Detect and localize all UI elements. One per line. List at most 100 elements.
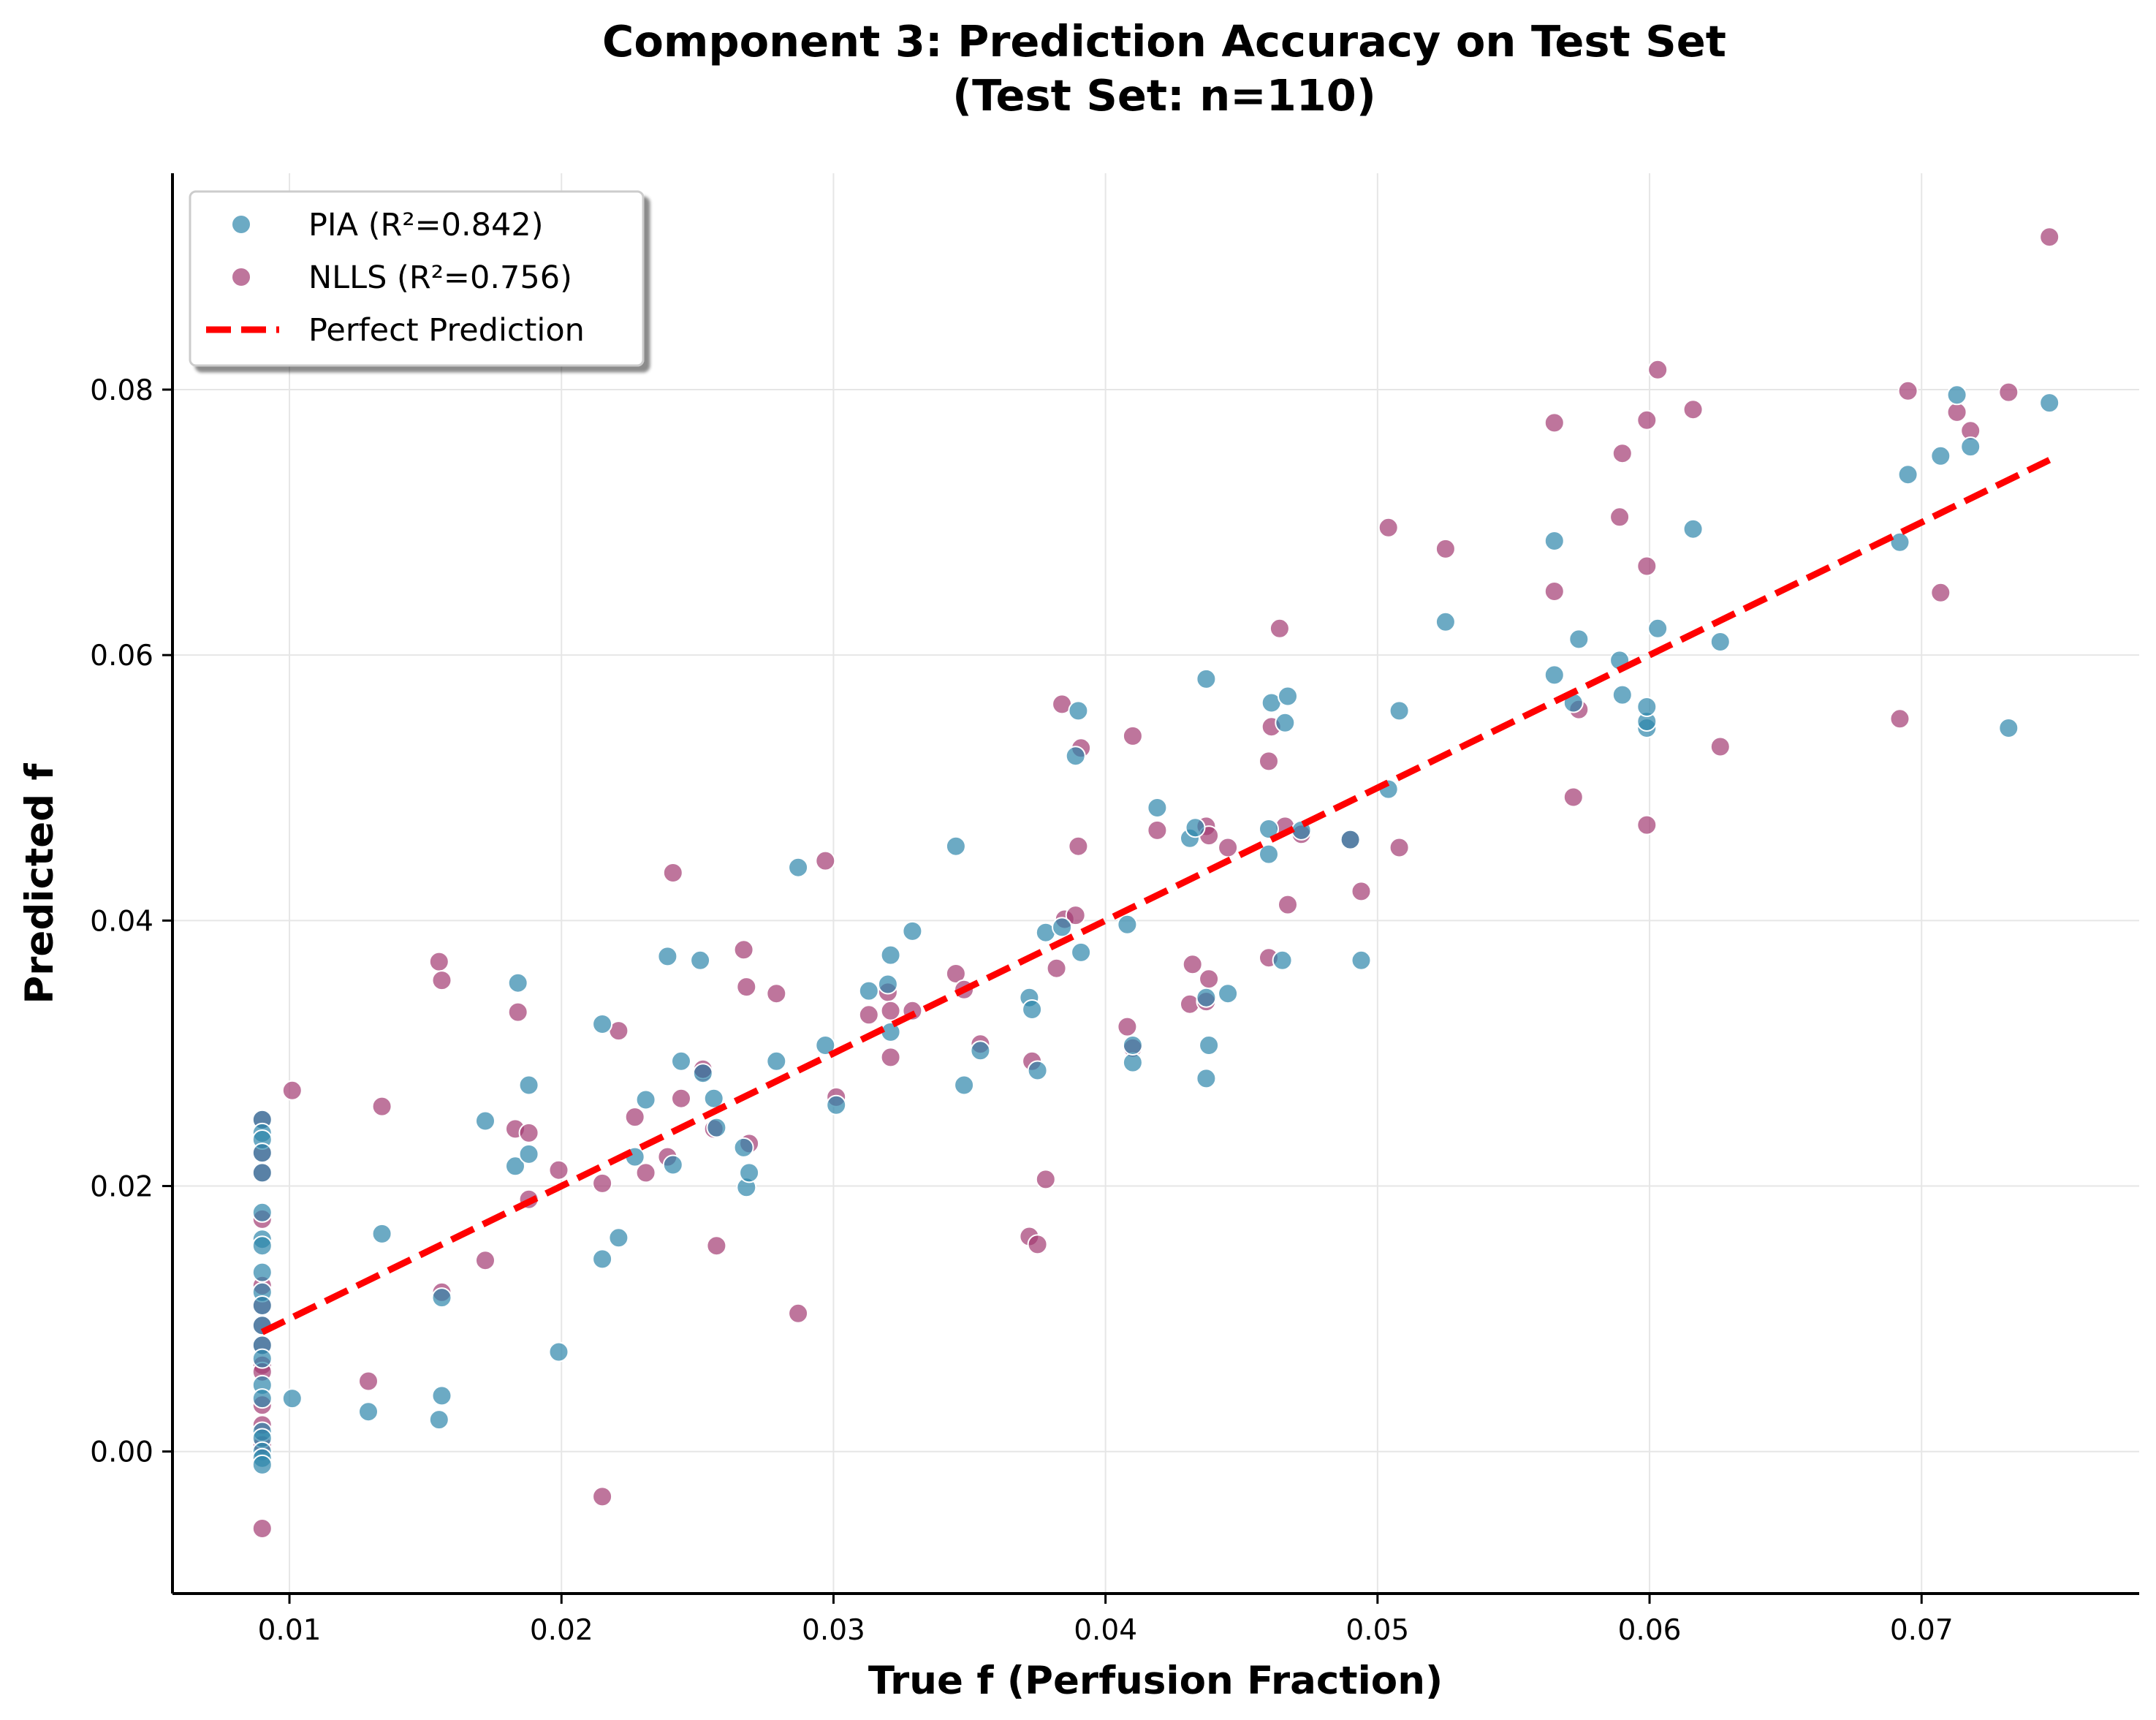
y-axis-ticks: 0.00 0.02 0.04 0.06 0.08 <box>90 374 172 1469</box>
data-point-nlls <box>1998 382 2019 403</box>
x-tick-label: 0.07 <box>1890 1614 1954 1647</box>
data-point-pia <box>877 974 898 995</box>
legend-marker-pia <box>231 214 251 235</box>
x-axis-ticks: 0.01 0.02 0.03 0.04 0.05 0.06 0.07 <box>258 1594 1954 1647</box>
data-point-nlls <box>518 1122 539 1143</box>
data-point-pia <box>703 1088 724 1109</box>
data-point-nlls <box>1544 581 1565 602</box>
data-point-pia <box>1272 950 1293 971</box>
data-point-pia <box>902 920 923 942</box>
data-point-pia <box>1199 1035 1220 1056</box>
data-point-nlls <box>1259 751 1279 772</box>
data-point-pia <box>1709 632 1731 652</box>
data-point-nlls <box>858 1004 879 1026</box>
data-point-pia <box>251 1202 273 1223</box>
data-point-nlls <box>736 977 757 998</box>
data-point-pia <box>1930 445 1951 466</box>
data-point-pia <box>657 946 678 967</box>
data-point-nlls <box>1035 1169 1056 1190</box>
chart-title: Component 3: Prediction Accuracy on Test… <box>602 16 1726 67</box>
data-point-nlls <box>1612 443 1633 464</box>
data-point-pia <box>1960 436 1981 458</box>
data-point-nlls <box>945 963 966 984</box>
data-point-nlls <box>281 1080 303 1101</box>
data-point-pia <box>826 1094 847 1115</box>
data-point-pia <box>475 1110 496 1132</box>
data-point-nlls <box>880 1000 901 1021</box>
data-point-nlls <box>431 970 452 991</box>
data-point-pia <box>1544 531 1565 551</box>
y-tick-label: 0.04 <box>90 905 153 938</box>
legend: PIA (R²=0.842) NLLS (R²=0.756) Perfect P… <box>189 190 645 367</box>
data-point-nlls <box>733 939 754 961</box>
data-point-pia <box>954 1075 975 1096</box>
data-point-pia <box>1612 684 1633 705</box>
data-point-nlls <box>1647 359 1669 380</box>
y-tick-label: 0.06 <box>90 640 153 673</box>
data-point-pia <box>945 836 966 857</box>
data-point-pia <box>858 980 879 1001</box>
y-tick-label: 0.08 <box>90 374 153 407</box>
data-point-pia <box>1275 712 1296 733</box>
data-point-pia <box>1351 950 1372 971</box>
data-point-pia <box>1340 829 1361 850</box>
data-point-pia <box>1544 664 1565 686</box>
x-tick-label: 0.04 <box>1074 1614 1137 1647</box>
data-point-nlls <box>1068 836 1089 857</box>
data-point-pia <box>1052 917 1073 938</box>
data-point-pia <box>518 1143 539 1164</box>
data-point-pia <box>635 1089 656 1110</box>
data-point-nlls <box>788 1303 809 1324</box>
data-point-nlls <box>1636 556 1658 577</box>
data-point-pia <box>690 950 711 971</box>
data-point-nlls <box>1117 1016 1138 1037</box>
data-point-nlls <box>1046 958 1067 979</box>
data-point-nlls <box>548 1159 569 1181</box>
data-point-nlls <box>662 863 683 883</box>
series-pia <box>251 384 2060 1475</box>
data-point-nlls <box>1122 725 1143 746</box>
data-point-pia <box>505 1156 525 1177</box>
data-point-pia <box>1147 798 1168 818</box>
data-point-pia <box>1117 914 1138 935</box>
legend-label-pia: PIA (R²=0.842) <box>308 207 544 243</box>
data-point-nlls <box>1351 881 1372 902</box>
data-point-nlls <box>592 1486 613 1507</box>
data-point-pia <box>1636 697 1658 717</box>
data-point-nlls <box>706 1235 727 1257</box>
data-point-nlls <box>1278 894 1298 915</box>
data-point-nlls <box>251 1518 273 1539</box>
y-tick-label: 0.00 <box>90 1436 153 1469</box>
data-point-nlls <box>1389 837 1410 858</box>
legend-label-perfect-prediction: Perfect Prediction <box>308 312 585 349</box>
data-point-pia <box>1889 531 1910 553</box>
data-point-pia <box>608 1227 629 1249</box>
data-point-pia <box>1389 700 1410 721</box>
data-point-nlls <box>1147 819 1168 841</box>
data-point-pia <box>1122 1052 1143 1073</box>
data-point-pia <box>251 1454 273 1475</box>
data-point-nlls <box>635 1162 656 1183</box>
data-point-pia <box>431 1385 452 1406</box>
data-point-pia <box>548 1341 569 1363</box>
legend-marker-nlls <box>231 267 251 287</box>
data-point-pia <box>251 1295 273 1316</box>
data-point-nlls <box>1636 814 1658 836</box>
data-point-pia <box>1122 1035 1143 1056</box>
data-point-pia <box>1022 999 1043 1020</box>
data-point-pia <box>880 944 901 966</box>
data-point-nlls <box>1269 618 1290 639</box>
data-point-pia <box>671 1050 691 1072</box>
data-point-nlls <box>371 1096 392 1117</box>
data-point-nlls <box>1897 380 1918 401</box>
data-point-nlls <box>766 983 787 1004</box>
data-point-nlls <box>358 1371 379 1392</box>
data-point-pia <box>251 1143 273 1164</box>
data-point-pia <box>518 1075 539 1096</box>
data-point-nlls <box>475 1250 496 1271</box>
data-point-pia <box>251 1388 273 1409</box>
data-point-pia <box>1196 987 1217 1008</box>
data-point-pia <box>1259 819 1279 839</box>
x-tick-label: 0.01 <box>258 1614 322 1647</box>
